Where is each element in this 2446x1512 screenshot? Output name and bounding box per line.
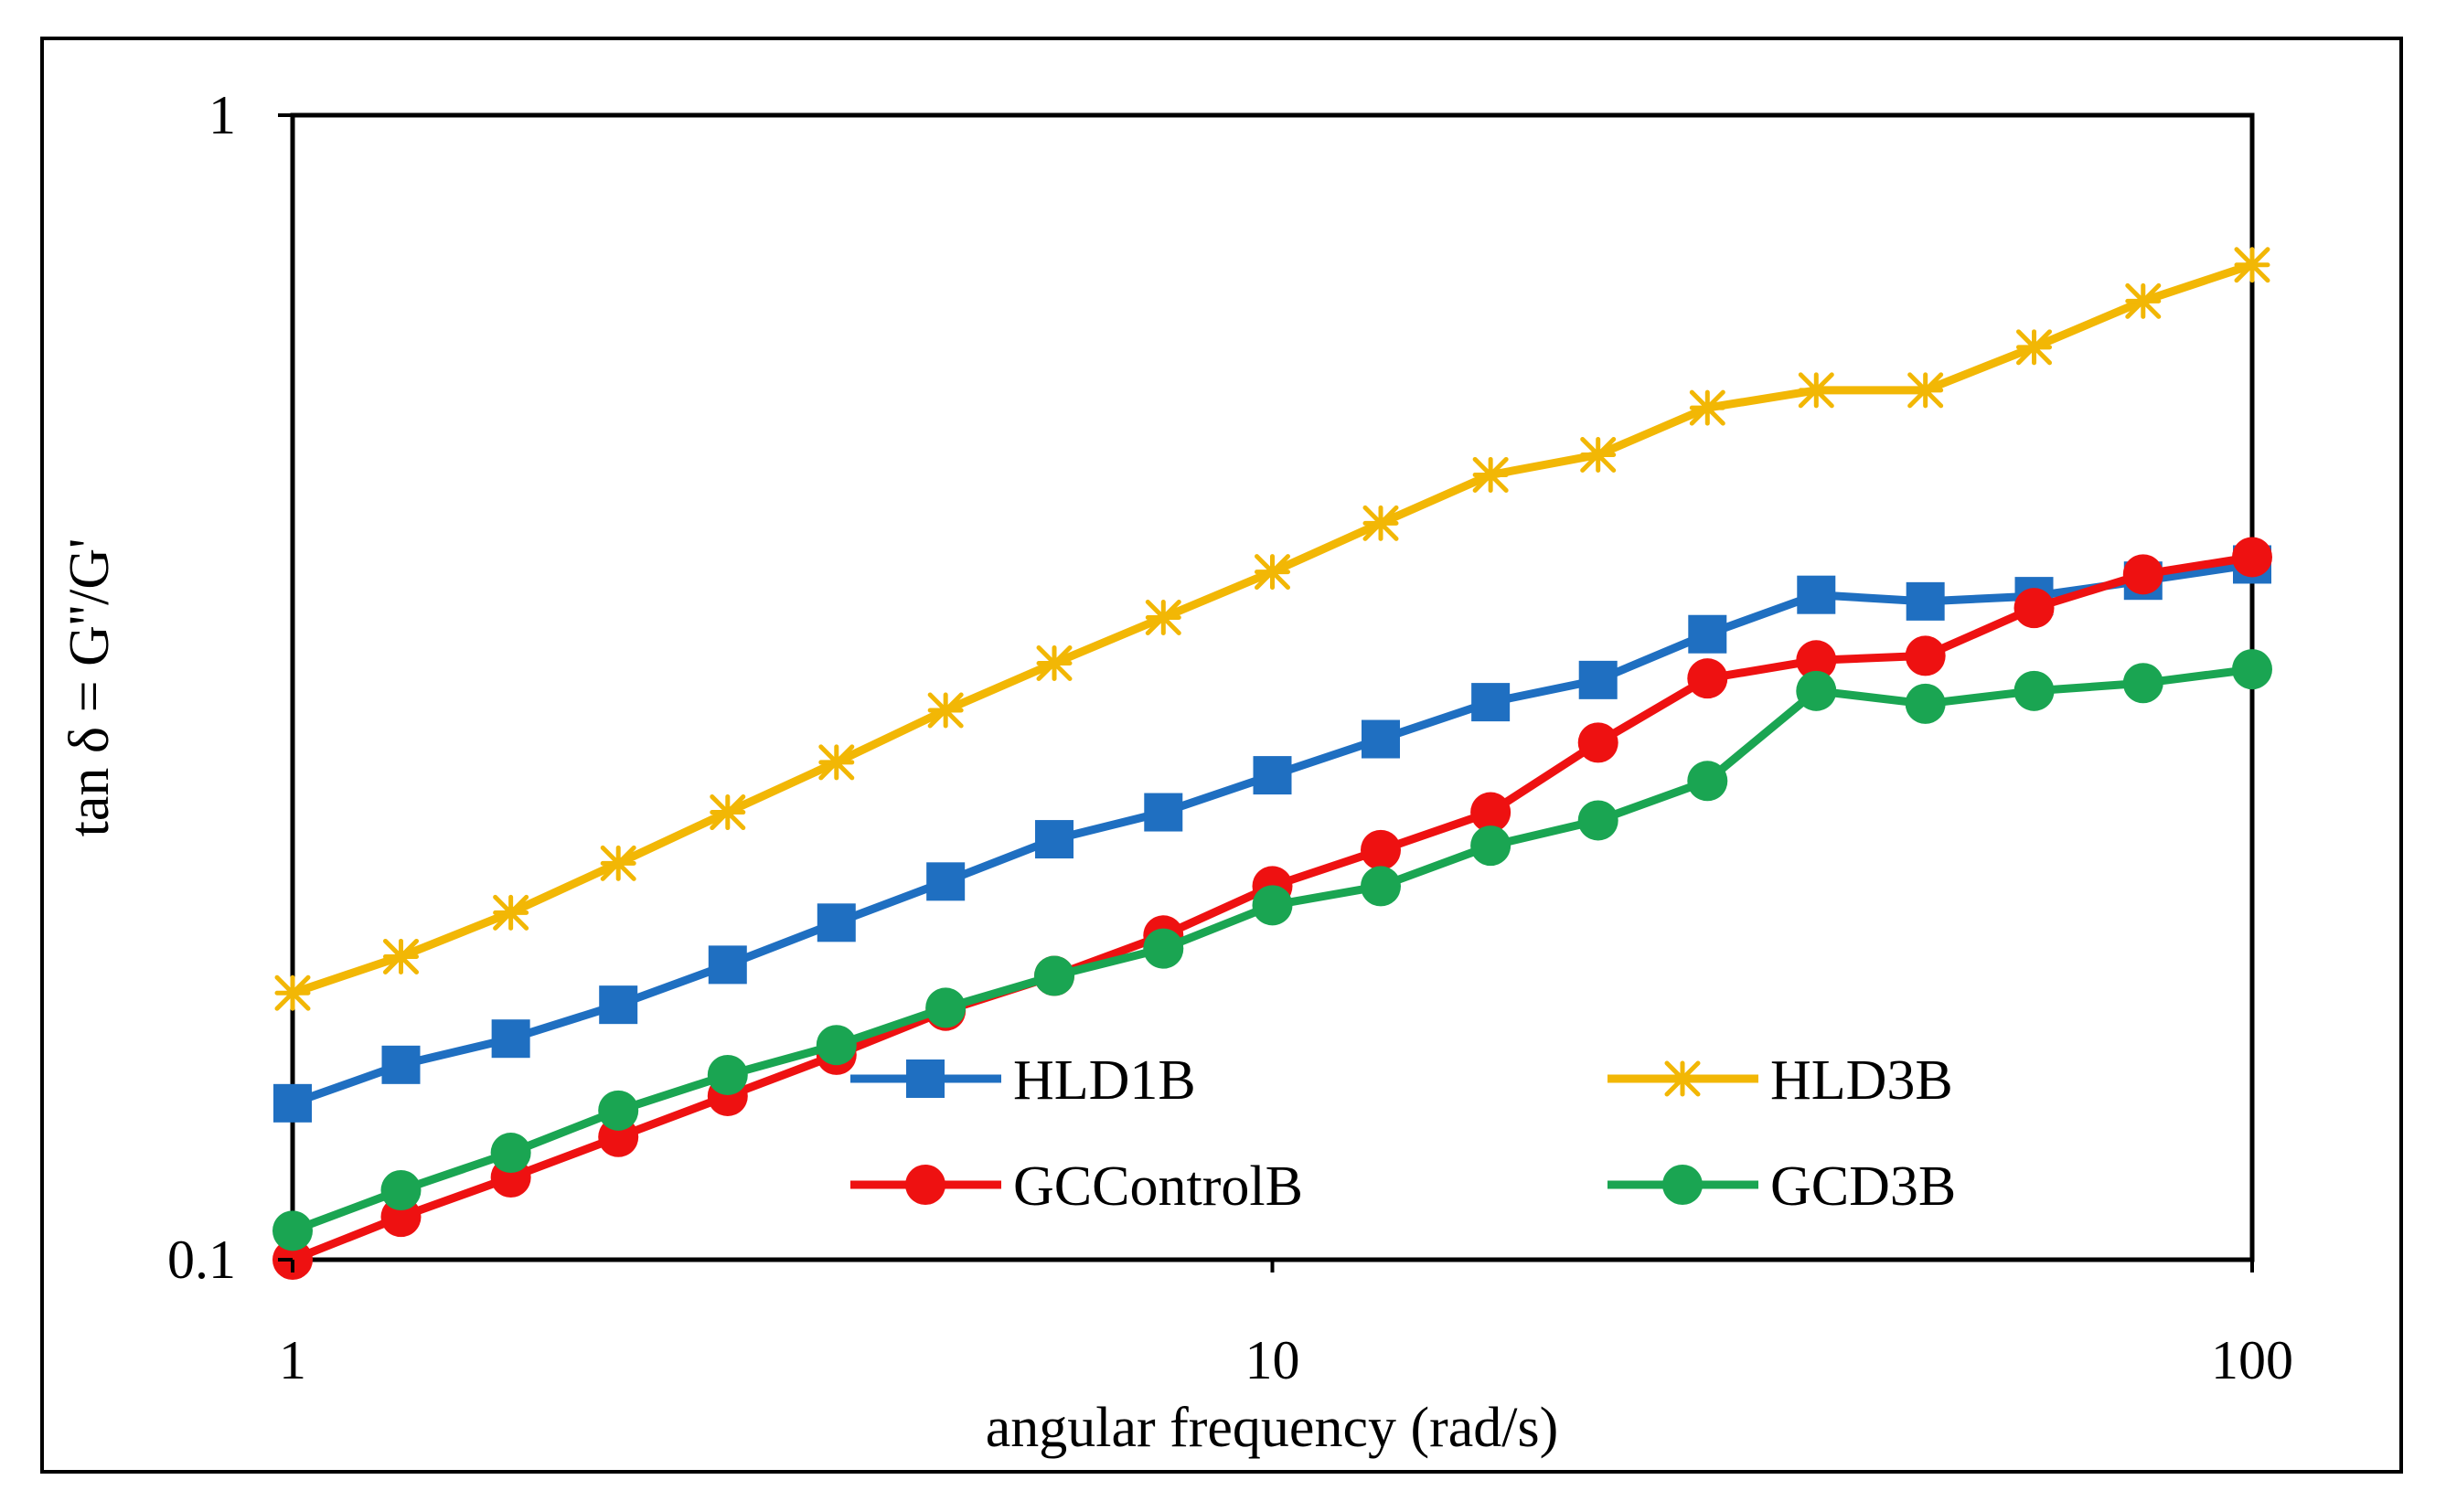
data-point-gcd3b bbox=[1360, 866, 1401, 907]
data-point-gcd3b bbox=[816, 1025, 857, 1066]
series-layer bbox=[272, 247, 2272, 1280]
data-point-hld1b bbox=[1253, 756, 1292, 795]
data-point-hld3b bbox=[2234, 247, 2270, 283]
data-point-gcd3b bbox=[1470, 825, 1511, 867]
data-point-hld3b bbox=[1580, 436, 1617, 473]
series-hld1b bbox=[273, 545, 2271, 1123]
data-point-hld1b bbox=[1578, 660, 1618, 699]
data-point-hld3b bbox=[710, 794, 746, 831]
data-point-hld1b bbox=[926, 862, 966, 901]
legend-item-hld3b: HLD3B bbox=[1608, 1049, 1953, 1112]
data-point-hld3b bbox=[1907, 372, 1944, 409]
series-hld3b bbox=[274, 247, 2270, 1011]
data-point-gcd3b bbox=[272, 1210, 313, 1251]
data-point-gcd3b bbox=[1687, 761, 1728, 802]
legend-item-hld1b: HLD1B bbox=[850, 1049, 1196, 1112]
x-tick-label: 100 bbox=[2211, 1330, 2293, 1390]
data-point-hld1b bbox=[381, 1045, 421, 1084]
data-point-gcd3b bbox=[1034, 955, 1075, 996]
data-point-gccontrolb bbox=[1796, 640, 1837, 681]
data-point-gccontrolb bbox=[1577, 722, 1618, 763]
data-point-gccontrolb bbox=[1360, 829, 1401, 870]
data-point-gccontrolb bbox=[2232, 537, 2272, 578]
data-point-hld3b bbox=[2016, 329, 2053, 366]
data-point-hld3b bbox=[600, 845, 636, 881]
data-point-gcd3b bbox=[598, 1090, 639, 1131]
legend-label: GCD3B bbox=[1770, 1155, 1956, 1218]
series-gcd3b bbox=[272, 649, 2272, 1251]
data-point-gccontrolb bbox=[1470, 792, 1511, 833]
x-tick-label: 1 bbox=[279, 1330, 306, 1390]
data-point-gccontrolb bbox=[2013, 588, 2055, 629]
data-point-gcd3b bbox=[925, 987, 967, 1028]
data-point-hld3b bbox=[1036, 645, 1073, 682]
data-point-hld1b bbox=[1906, 581, 1945, 621]
y-tick-label: 0.1 bbox=[167, 1230, 236, 1290]
data-point-hld3b bbox=[818, 744, 855, 781]
data-point-gcd3b bbox=[1796, 670, 1837, 711]
data-point-hld3b bbox=[1255, 554, 1290, 591]
data-point-hld1b bbox=[1688, 614, 1727, 654]
data-point-hld3b bbox=[927, 692, 964, 729]
data-point-hld3b bbox=[1798, 372, 1834, 409]
data-point-gcd3b bbox=[1577, 800, 1618, 841]
x-axis-title: angular frequency (rad/s) bbox=[986, 1397, 1559, 1459]
data-point-gcd3b bbox=[1905, 683, 1946, 724]
data-point-gcd3b bbox=[2122, 663, 2163, 704]
legend-label: HLD3B bbox=[1770, 1049, 1953, 1112]
data-point-hld3b bbox=[1362, 505, 1399, 541]
data-point-hld1b bbox=[599, 985, 638, 1025]
data-point-hld1b bbox=[273, 1083, 312, 1123]
data-point-hld1b bbox=[491, 1019, 530, 1059]
data-point-gcd3b bbox=[1143, 928, 1184, 969]
x-tick-label: 10 bbox=[1245, 1330, 1300, 1390]
legend-label: GCControlB bbox=[1013, 1155, 1303, 1218]
legend-item-gccontrolb: GCControlB bbox=[850, 1155, 1303, 1218]
legend-label: HLD1B bbox=[1013, 1049, 1196, 1112]
data-point-gccontrolb bbox=[2122, 554, 2163, 595]
data-point-hld1b bbox=[708, 945, 747, 985]
data-point-hld3b bbox=[493, 894, 529, 931]
data-point-hld1b bbox=[1361, 719, 1400, 759]
data-point-gcd3b bbox=[380, 1170, 422, 1211]
data-point-hld1b bbox=[1797, 575, 1836, 614]
legend: HLD1B HLD3B GCControlB GCD3B bbox=[850, 1049, 1956, 1218]
data-point-gcd3b bbox=[2013, 670, 2055, 711]
legend-swatch-marker bbox=[906, 1059, 945, 1098]
data-point-gccontrolb bbox=[1905, 635, 1946, 676]
data-point-gcd3b bbox=[490, 1133, 531, 1174]
data-point-hld3b bbox=[1472, 456, 1509, 493]
data-point-hld1b bbox=[1471, 683, 1511, 722]
data-point-gcd3b bbox=[1252, 885, 1293, 926]
legend-item-gcd3b: GCD3B bbox=[1608, 1155, 1956, 1218]
data-point-gcd3b bbox=[2232, 649, 2272, 690]
data-point-hld1b bbox=[1144, 793, 1183, 832]
data-point-hld3b bbox=[1689, 389, 1725, 426]
data-point-hld3b bbox=[274, 974, 311, 1011]
data-point-hld1b bbox=[817, 903, 856, 942]
data-point-hld3b bbox=[382, 938, 419, 974]
y-tick-label: 1 bbox=[208, 85, 236, 145]
legend-swatch-marker bbox=[1662, 1165, 1703, 1205]
data-point-hld3b bbox=[2125, 282, 2162, 319]
data-point-gccontrolb bbox=[1687, 658, 1728, 699]
legend-swatch-marker bbox=[1664, 1060, 1701, 1097]
data-point-gcd3b bbox=[707, 1054, 748, 1095]
axis-layer: 1 10 100 0.1 1 bbox=[167, 85, 2293, 1390]
data-point-hld1b bbox=[1035, 820, 1074, 859]
legend-swatch-marker bbox=[905, 1165, 945, 1205]
chart-frame bbox=[40, 37, 2403, 1474]
data-point-hld3b bbox=[1145, 600, 1181, 636]
y-axis-title: tan δ = G''/G' bbox=[59, 538, 121, 837]
